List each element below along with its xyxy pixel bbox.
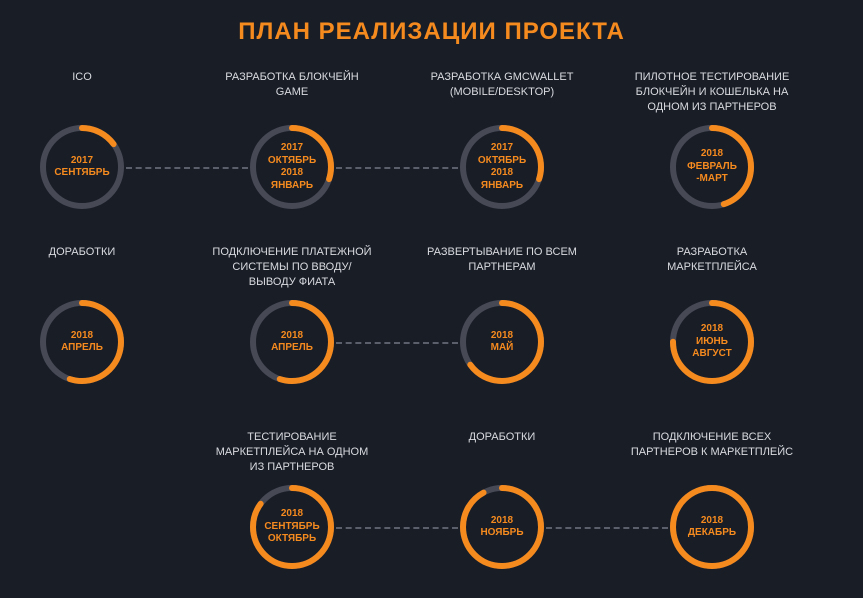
node-date: 2018 ФЕВРАЛЬ -МАРТ xyxy=(670,125,754,209)
roadmap-node: ICO 2017 СЕНТЯБРЬ xyxy=(0,70,172,209)
connector-line xyxy=(336,167,458,169)
node-label: ПОДКЛЮЧЕНИЕ ПЛАТЕЖНОЙ СИСТЕМЫ ПО ВВОДУ/ … xyxy=(212,245,371,290)
roadmap-node: РАЗРАБОТКА БЛОКЧЕЙН GAME 2017 ОКТЯБРЬ 20… xyxy=(202,70,382,209)
page-title: ПЛАН РЕАЛИЗАЦИИ ПРОЕКТА xyxy=(0,0,863,46)
progress-ring: 2018 ИЮНЬ АВГУСТ xyxy=(670,300,754,384)
progress-ring: 2018 АПРЕЛЬ xyxy=(40,300,124,384)
connector-line xyxy=(336,527,458,529)
roadmap-node: ПИЛОТНОЕ ТЕСТИРОВАНИЕ БЛОКЧЕЙН И КОШЕЛЬК… xyxy=(622,70,802,209)
progress-ring: 2018 МАЙ xyxy=(460,300,544,384)
node-label: РАЗРАБОТКА GMCWALLET (MOBILE/DESKTOP) xyxy=(431,70,574,115)
node-label: ПОДКЛЮЧЕНИЕ ВСЕХ ПАРТНЕРОВ К МАРКЕТПЛЕЙС xyxy=(631,430,793,475)
roadmap-node: ПОДКЛЮЧЕНИЕ ВСЕХ ПАРТНЕРОВ К МАРКЕТПЛЕЙС… xyxy=(622,430,802,569)
progress-ring: 2018 АПРЕЛЬ xyxy=(250,300,334,384)
node-label: ICO xyxy=(72,70,92,115)
node-date: 2018 СЕНТЯБРЬ ОКТЯБРЬ xyxy=(250,485,334,569)
progress-ring: 2018 СЕНТЯБРЬ ОКТЯБРЬ xyxy=(250,485,334,569)
progress-ring: 2018 ДЕКАБРЬ xyxy=(670,485,754,569)
roadmap-node: РАЗРАБОТКА GMCWALLET (MOBILE/DESKTOP) 20… xyxy=(412,70,592,209)
node-date: 2018 МАЙ xyxy=(460,300,544,384)
node-date: 2017 ОКТЯБРЬ 2018 ЯНВАРЬ xyxy=(250,125,334,209)
node-date: 2018 НОЯБРЬ xyxy=(460,485,544,569)
node-label: РАЗРАБОТКА МАРКЕТПЛЕЙСА xyxy=(667,245,757,290)
node-label: ТЕСТИРОВАНИЕ МАРКЕТПЛЕЙСА НА ОДНОМ ИЗ ПА… xyxy=(216,430,369,475)
progress-ring: 2017 ОКТЯБРЬ 2018 ЯНВАРЬ xyxy=(250,125,334,209)
node-date: 2018 АПРЕЛЬ xyxy=(250,300,334,384)
roadmap-node: ПОДКЛЮЧЕНИЕ ПЛАТЕЖНОЙ СИСТЕМЫ ПО ВВОДУ/ … xyxy=(202,245,382,384)
roadmap-node: РАЗВЕРТЫВАНИЕ ПО ВСЕМ ПАРТНЕРАМ 2018 МАЙ xyxy=(412,245,592,384)
node-date: 2018 АПРЕЛЬ xyxy=(40,300,124,384)
progress-ring: 2018 ФЕВРАЛЬ -МАРТ xyxy=(670,125,754,209)
node-label: ДОРАБОТКИ xyxy=(469,430,536,475)
progress-ring: 2017 ОКТЯБРЬ 2018 ЯНВАРЬ xyxy=(460,125,544,209)
node-date: 2018 ИЮНЬ АВГУСТ xyxy=(670,300,754,384)
node-date: 2018 ДЕКАБРЬ xyxy=(670,485,754,569)
connector-line xyxy=(546,527,668,529)
connector-line xyxy=(336,342,458,344)
node-label: РАЗВЕРТЫВАНИЕ ПО ВСЕМ ПАРТНЕРАМ xyxy=(427,245,577,290)
progress-ring: 2017 СЕНТЯБРЬ xyxy=(40,125,124,209)
roadmap-node: РАЗРАБОТКА МАРКЕТПЛЕЙСА 2018 ИЮНЬ АВГУСТ xyxy=(622,245,802,384)
progress-ring: 2018 НОЯБРЬ xyxy=(460,485,544,569)
node-label: РАЗРАБОТКА БЛОКЧЕЙН GAME xyxy=(225,70,359,115)
roadmap-node: ДОРАБОТКИ 2018 АПРЕЛЬ xyxy=(0,245,172,384)
connector-line xyxy=(126,167,248,169)
node-date: 2017 СЕНТЯБРЬ xyxy=(40,125,124,209)
node-label: ПИЛОТНОЕ ТЕСТИРОВАНИЕ БЛОКЧЕЙН И КОШЕЛЬК… xyxy=(635,70,790,115)
node-date: 2017 ОКТЯБРЬ 2018 ЯНВАРЬ xyxy=(460,125,544,209)
roadmap-node: ТЕСТИРОВАНИЕ МАРКЕТПЛЕЙСА НА ОДНОМ ИЗ ПА… xyxy=(202,430,382,569)
node-label: ДОРАБОТКИ xyxy=(49,245,116,290)
roadmap-node: ДОРАБОТКИ 2018 НОЯБРЬ xyxy=(412,430,592,569)
